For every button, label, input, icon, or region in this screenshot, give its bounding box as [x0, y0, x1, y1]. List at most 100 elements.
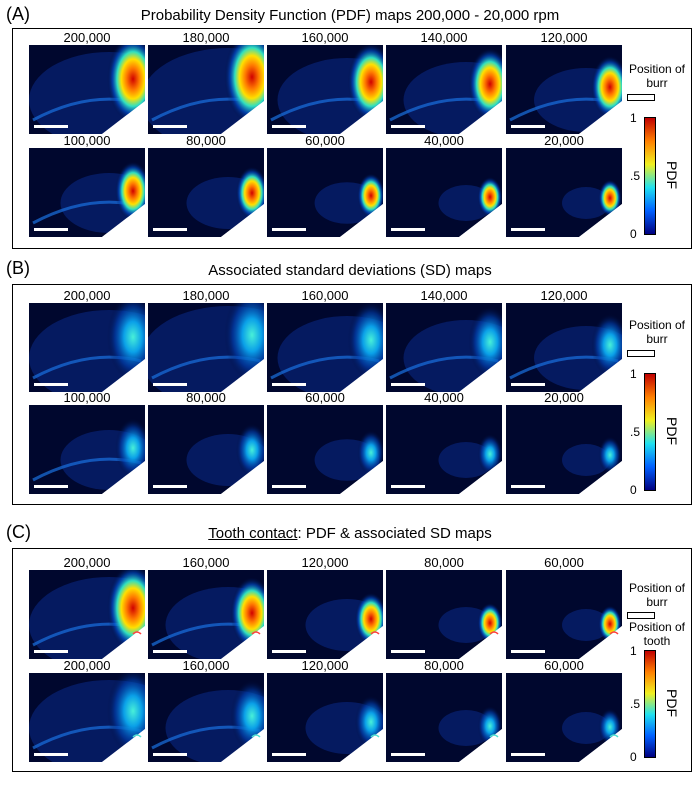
- colorbar-title: PDF: [664, 417, 680, 445]
- hot-spot: [115, 161, 145, 221]
- map-corner-cut: [221, 359, 264, 392]
- scale-bar: [153, 485, 187, 488]
- hot-spot: [235, 423, 264, 477]
- scale-bar: [153, 228, 187, 231]
- scale-bar: [34, 228, 68, 231]
- map-tile: [148, 405, 264, 494]
- hot-spot: [347, 45, 383, 122]
- scale-bar: [272, 125, 306, 128]
- density-map: [267, 673, 383, 762]
- speed-label: 200,000: [63, 555, 111, 570]
- spray-cloud: [562, 187, 610, 219]
- speed-label: 80,000: [424, 555, 464, 570]
- density-map: [29, 148, 145, 237]
- scale-bar: [34, 650, 68, 653]
- map-corner-cut: [340, 359, 383, 392]
- speed-label: 40,000: [424, 133, 464, 148]
- speed-label: 100,000: [63, 390, 111, 405]
- speed-label: 140,000: [420, 30, 468, 45]
- colorbar-title: PDF: [664, 689, 680, 717]
- scale-bar: [153, 125, 187, 128]
- map-corner-cut: [459, 729, 502, 762]
- speed-label: 60,000: [305, 133, 345, 148]
- map-tile: [506, 45, 622, 134]
- panel-a-frame: [12, 28, 692, 249]
- spray-cloud: [562, 609, 610, 641]
- hot-spot: [107, 303, 145, 381]
- density-map: [148, 673, 264, 762]
- map-corner-cut: [340, 204, 383, 237]
- speed-label: 200,000: [63, 288, 111, 303]
- speed-label: 20,000: [544, 133, 584, 148]
- scale-bar: [391, 753, 425, 756]
- position-of-burr-label: Position of burr: [628, 318, 686, 346]
- map-corner-cut: [221, 461, 264, 494]
- colorbar-tick-label: 1: [630, 367, 637, 381]
- speed-label: 160,000: [182, 658, 230, 673]
- speed-label: 100,000: [63, 133, 111, 148]
- burr-marker: [627, 94, 655, 101]
- tooth-outline: [609, 631, 619, 635]
- map-tile: [267, 405, 383, 494]
- density-map: [267, 570, 383, 659]
- density-map: [148, 405, 264, 494]
- map-tile: [386, 405, 502, 494]
- density-map: [386, 405, 502, 494]
- hot-spot: [235, 166, 264, 220]
- scale-bar: [272, 650, 306, 653]
- position-of-burr-label: Position of burr: [628, 581, 686, 609]
- hot-spot: [598, 179, 622, 217]
- scale-bar: [34, 125, 68, 128]
- scale-bar: [34, 485, 68, 488]
- density-map: [148, 45, 264, 134]
- scale-bar: [34, 383, 68, 386]
- speed-label: 60,000: [544, 658, 584, 673]
- hot-spot: [598, 436, 622, 474]
- scale-bar: [272, 753, 306, 756]
- density-map: [148, 303, 264, 392]
- map-corner-cut: [221, 729, 264, 762]
- tooth-outline: [489, 631, 499, 635]
- panel-b-label: (B): [6, 258, 30, 278]
- density-map: [386, 570, 502, 659]
- speed-label: 20,000: [544, 390, 584, 405]
- scale-bar: [511, 228, 545, 231]
- panel-c-title: Tooth contact: PDF & associated SD maps: [0, 525, 700, 542]
- density-map: [267, 148, 383, 237]
- density-map: [506, 148, 622, 237]
- hot-spot: [357, 430, 383, 475]
- map-corner-cut: [102, 101, 145, 134]
- density-map: [267, 405, 383, 494]
- tooth-outline: [132, 631, 142, 635]
- panel-b-frame: [12, 284, 692, 505]
- map-corner-cut: [579, 101, 622, 134]
- map-corner-cut: [102, 204, 145, 237]
- spray-cloud: [562, 444, 610, 476]
- colorbar-tick-label: .5: [630, 169, 641, 183]
- speed-label: 60,000: [544, 555, 584, 570]
- density-map: [506, 303, 622, 392]
- map-tile: [386, 673, 502, 762]
- map-corner-cut: [579, 729, 622, 762]
- map-corner-cut: [459, 626, 502, 659]
- map-corner-cut: [102, 729, 145, 762]
- tooth-outline: [251, 734, 261, 738]
- hot-spot: [468, 306, 502, 378]
- density-map: [148, 570, 264, 659]
- map-tile: [506, 570, 622, 659]
- map-tile: [386, 303, 502, 392]
- map-tile: [148, 673, 264, 762]
- colorbar-tick-label: 0: [630, 483, 637, 497]
- colorbar-tick-label: .5: [630, 425, 641, 439]
- map-tile: [386, 45, 502, 134]
- scale-bar: [511, 753, 545, 756]
- tooth-outline: [370, 734, 380, 738]
- speed-label: 80,000: [186, 133, 226, 148]
- speed-label: 60,000: [305, 390, 345, 405]
- density-map: [386, 45, 502, 134]
- tooth-outline: [132, 734, 142, 738]
- colorbar: [644, 650, 656, 758]
- hot-spot: [591, 313, 622, 377]
- speed-label: 40,000: [424, 390, 464, 405]
- speed-label: 120,000: [301, 658, 349, 673]
